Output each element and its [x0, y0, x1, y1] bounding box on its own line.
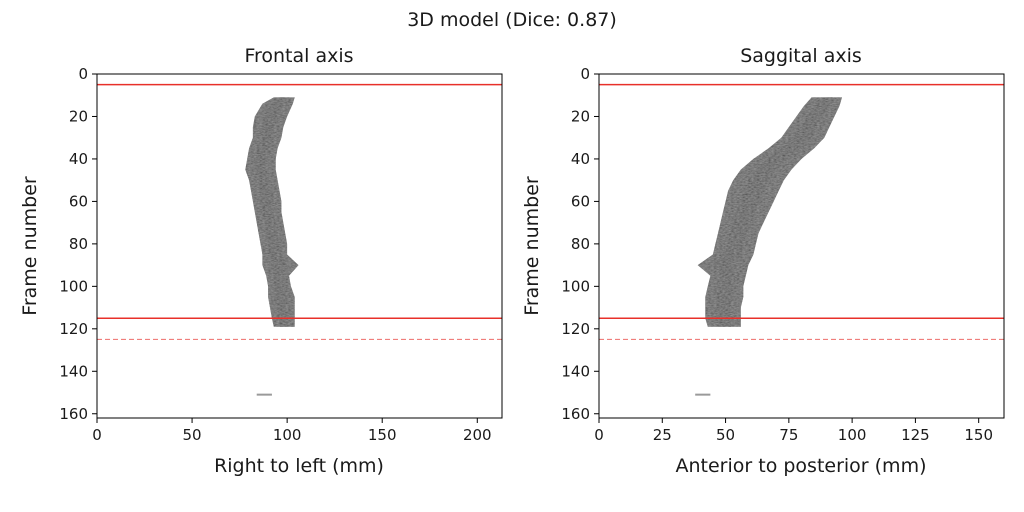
figure-title: 3D model (Dice: 0.87) [407, 9, 617, 31]
y-axis-label: Frame number [19, 176, 41, 316]
x-tick-label: 200 [463, 426, 492, 444]
y-tick-label: 40 [571, 150, 590, 168]
panel-title: Frontal axis [244, 45, 353, 67]
y-tick-label: 0 [78, 65, 88, 83]
y-tick-label: 80 [69, 235, 88, 253]
panel-title: Saggital axis [740, 45, 862, 67]
x-axis-label: Anterior to posterior (mm) [676, 455, 927, 477]
y-tick-label: 60 [69, 192, 88, 210]
y-tick-label: 60 [571, 192, 590, 210]
y-tick-label: 120 [59, 320, 88, 338]
y-tick-label: 20 [69, 107, 88, 125]
y-axis-label: Frame number [521, 176, 543, 316]
x-tick-label: 0 [92, 426, 102, 444]
x-tick-label: 0 [594, 426, 604, 444]
x-tick-label: 75 [779, 426, 798, 444]
y-tick-label: 40 [69, 150, 88, 168]
x-tick-label: 50 [716, 426, 735, 444]
x-tick-label: 125 [901, 426, 930, 444]
plot-area: 0 50 100 150 200 0 20 40 60 80 100 120 140 160 [59, 65, 503, 444]
x-tick-label: 50 [183, 426, 202, 444]
frontal-axis-panel: Frontal axis Right to left (mm) Frame nu… [19, 45, 503, 477]
mask-core [254, 97, 289, 327]
x-tick-label: 150 [964, 426, 993, 444]
y-tick-label: 100 [561, 277, 590, 295]
x-tick-label: 150 [368, 426, 397, 444]
mask-core [712, 97, 833, 327]
y-tick-label: 140 [561, 362, 590, 380]
plot-area: 0 25 50 75 100 125 150 0 20 40 60 80 100 120 140 160 [561, 65, 1005, 444]
axes-frame [96, 73, 503, 419]
y-tick-label: 80 [571, 235, 590, 253]
y-tick-label: 20 [571, 107, 590, 125]
x-tick-label: 100 [273, 426, 302, 444]
y-tick-label: 160 [561, 405, 590, 423]
x-tick-label: 100 [838, 426, 867, 444]
y-tick-label: 0 [580, 65, 590, 83]
segmentation-mask [245, 97, 299, 327]
saggital-axis-panel: Saggital axis Anterior to posterior (mm)… [521, 45, 1005, 477]
x-tick-label: 25 [653, 426, 672, 444]
y-tick-label: 160 [59, 405, 88, 423]
y-tick-label: 140 [59, 362, 88, 380]
x-axis-label: Right to left (mm) [214, 455, 384, 477]
y-tick-label: 120 [561, 320, 590, 338]
axes-frame [598, 73, 1005, 419]
segmentation-mask [697, 97, 842, 327]
y-tick-label: 100 [59, 277, 88, 295]
